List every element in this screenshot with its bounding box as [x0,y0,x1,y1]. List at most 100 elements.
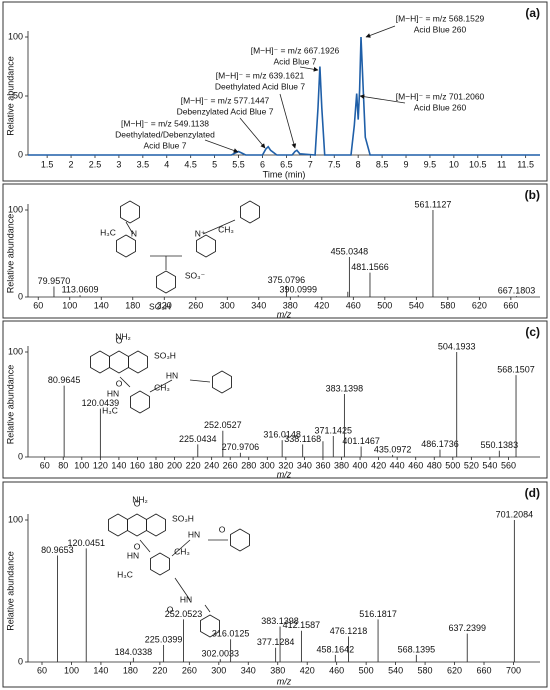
structure-bond [125,221,134,235]
annotation: Acid Blue 260 [414,24,467,34]
y-tick-label: 100 [8,204,23,214]
x-tick-label: 220 [152,665,167,675]
x-tick-label: 200 [167,460,182,470]
panel-frame [2,320,548,479]
peak-label: 412.1587 [283,620,321,630]
peak-label: 476.1218 [330,626,368,636]
annotation-arrow [279,93,297,149]
x-tick-label: 480 [427,460,442,470]
x-tick-label: 300 [260,460,275,470]
structure-label: O [116,335,123,345]
x-tick-label: 260 [223,460,238,470]
structure-bond [174,577,191,601]
peak-label: 667.1803 [498,286,536,296]
annotation: Deethylated/Debenzylated [115,129,215,139]
peak-label: 568.1395 [398,644,436,654]
chromatogram-line [28,36,540,156]
annotation: [M−H]⁻ = m/z 568.1529 [396,13,485,23]
x-tick-label: 60 [37,665,47,675]
x-tick-label: 5.5 [232,159,245,169]
y-axis-label: Relative abundance [5,56,15,136]
peak-label: 377.1284 [257,637,295,647]
x-tick-label: 140 [94,300,109,310]
peak-label: 458.1642 [317,644,355,654]
x-tick-label: 380 [270,665,285,675]
structure-label: O [134,541,141,551]
structure-bond [119,376,131,388]
panel-label: (a) [525,6,540,20]
peak-label: 481.1566 [351,262,389,272]
structure-label: CH₃ [174,546,190,556]
x-tick-label: 260 [188,300,203,310]
x-tick-label: 300 [220,300,235,310]
peak-label: 113.0609 [62,285,99,295]
x-tick-label: 580 [418,665,433,675]
x-tick-label: 660 [476,665,491,675]
structure-ring [200,614,220,638]
structure-label: NH₂ [115,331,131,341]
structure-label: HN [107,388,119,398]
x-tick-label: 340 [241,665,256,675]
peak-label: 225.0399 [145,634,183,644]
structure-label: CH₃ [218,224,234,234]
structure-label: HN [180,594,192,604]
x-tick-label: 660 [503,300,518,310]
x-tick-label: 540 [482,460,497,470]
structure-ring [240,200,260,224]
y-tick-label: 0 [18,451,23,461]
structure-ring [127,513,147,537]
x-tick-label: 300 [211,665,226,675]
x-tick-label: 180 [148,460,163,470]
x-tick-label: 700 [506,665,521,675]
x-axis-label: m/z [277,469,292,479]
x-tick-label: 8 [356,159,361,169]
x-tick-label: 100 [62,300,77,310]
x-tick-label: 100 [74,460,89,470]
structure-ring [109,350,129,374]
peak-label: 435.0972 [374,444,412,454]
x-tick-label: 420 [300,665,315,675]
peak-label: 375.0796 [268,275,306,285]
x-tick-label: 2 [69,159,74,169]
x-tick-label: 4 [164,159,169,169]
peak-label: 338.1168 [284,434,321,444]
annotation: Acid Blue 7 [274,56,317,66]
annotation: [M−H]⁻ = m/z 701.2060 [396,91,485,101]
x-tick-label: 5 [212,159,217,169]
annotation: [M−H]⁻ = m/z 577.1447 [181,95,270,105]
peak-label: 80.9645 [48,375,81,385]
x-tick-label: 6 [260,159,265,169]
x-tick-label: 60 [40,460,50,470]
structure-label: SO₃H [149,301,171,311]
structure-ring [156,270,176,294]
structure-ring [108,513,128,537]
x-tick-label: 11 [497,159,506,169]
annotation: Acid Blue 260 [414,102,467,112]
annotation: Deethylated Acid Blue 7 [215,81,306,91]
x-tick-label: 80 [58,460,68,470]
annotation-arrow [365,25,396,38]
peak-label: 401.1467 [342,436,380,446]
peak-label: 568.1507 [497,364,535,374]
structure-ring [150,552,170,576]
x-tick-label: 360 [315,460,330,470]
structure-label: HN [127,550,139,560]
x-tick-label: 11.5 [517,159,534,169]
y-tick-label: 100 [8,31,23,41]
x-tick-label: 1.5 [41,159,54,169]
peak-label: 184.0338 [115,647,153,657]
peak-label: 302.0033 [202,649,240,659]
structure-label: H₃C [100,227,116,237]
annotation-arrow [359,94,406,104]
x-tick-label: 7 [308,159,313,169]
peak-label: 561.1127 [415,199,452,209]
x-tick-label: 8.5 [376,159,389,169]
structure-label: H₃C [117,569,133,579]
peak-label: 80.9653 [41,545,74,555]
peak-label: 455.0348 [331,246,369,256]
x-tick-label: 140 [111,460,126,470]
x-tick-label: 260 [182,665,197,675]
x-tick-label: 400 [353,460,368,470]
peak-label: 383.1398 [326,383,364,393]
